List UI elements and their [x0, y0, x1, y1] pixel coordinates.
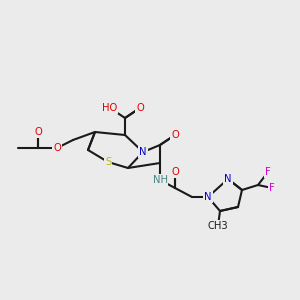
Text: N: N: [139, 147, 147, 157]
Text: N: N: [224, 174, 232, 184]
Text: NH: NH: [152, 175, 167, 185]
Text: O: O: [53, 143, 61, 153]
Text: S: S: [105, 157, 111, 167]
Text: O: O: [171, 130, 179, 140]
Text: F: F: [265, 167, 271, 177]
Text: N: N: [204, 192, 212, 202]
Text: CH3: CH3: [208, 221, 228, 231]
Text: O: O: [171, 167, 179, 177]
Text: HO: HO: [102, 103, 118, 113]
Text: O: O: [34, 127, 42, 137]
Text: F: F: [269, 183, 275, 193]
Text: O: O: [136, 103, 144, 113]
